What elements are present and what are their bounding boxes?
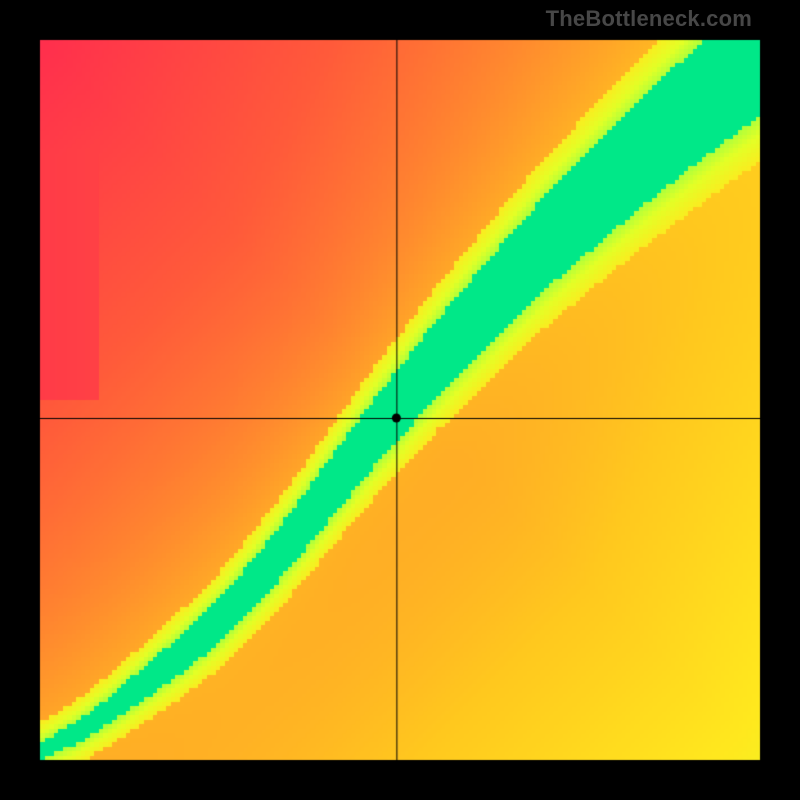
bottleneck-heatmap [0,0,800,800]
watermark-text: TheBottleneck.com [546,6,752,32]
